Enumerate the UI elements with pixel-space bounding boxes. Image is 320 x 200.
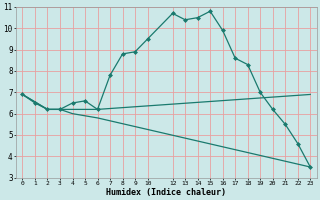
X-axis label: Humidex (Indice chaleur): Humidex (Indice chaleur)	[106, 188, 226, 197]
